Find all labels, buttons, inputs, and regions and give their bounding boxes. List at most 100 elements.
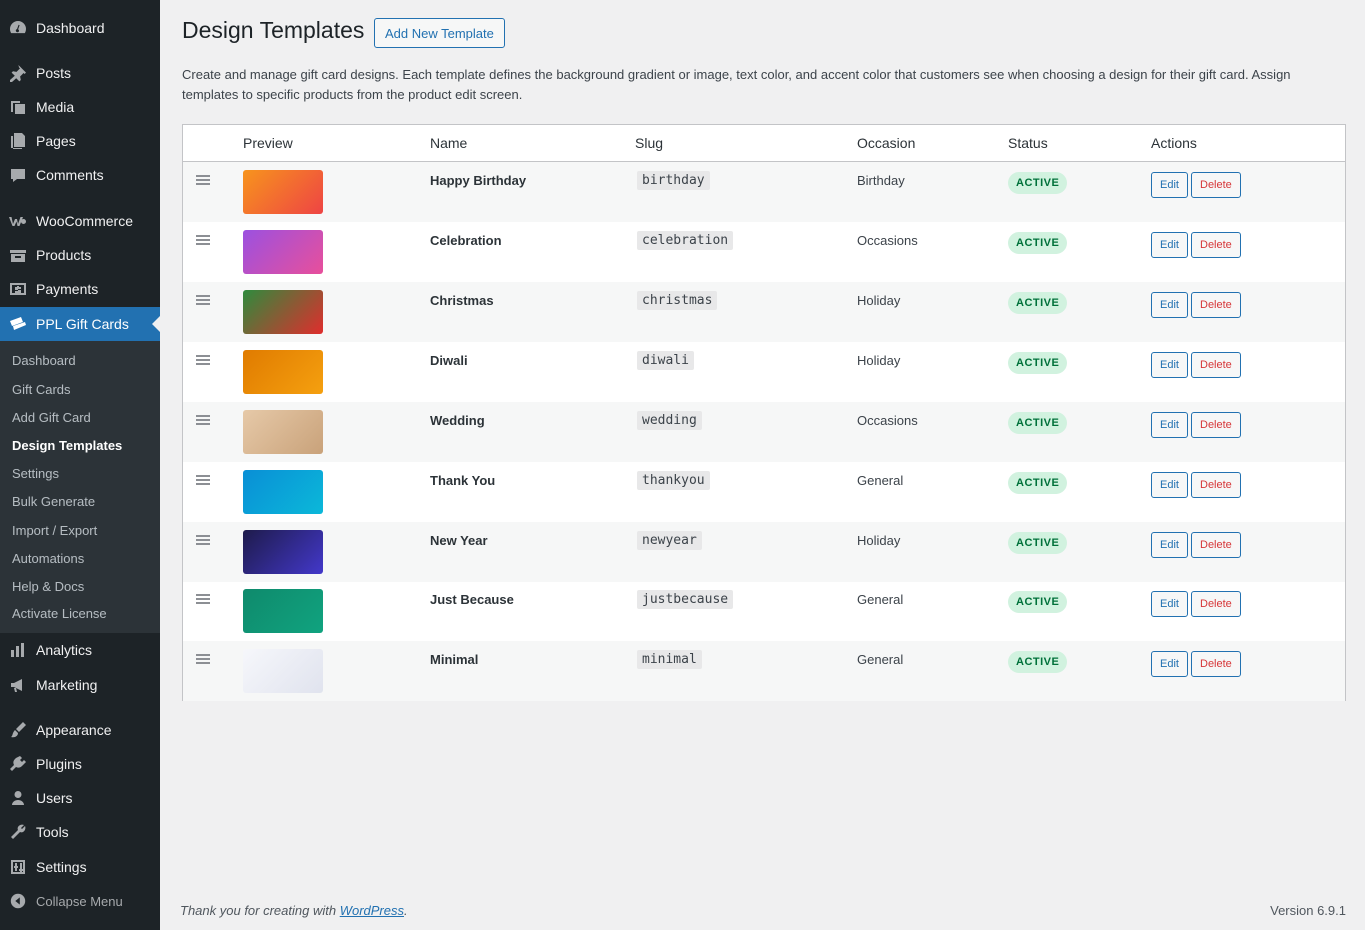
- submenu-dashboard[interactable]: Dashboard: [12, 353, 76, 368]
- edit-button[interactable]: Edit: [1151, 232, 1188, 258]
- submenu-activate-license[interactable]: Activate License: [12, 606, 107, 621]
- wordpress-link[interactable]: WordPress: [339, 903, 404, 918]
- drag-handle-icon[interactable]: [196, 654, 210, 664]
- woocommerce-icon: [0, 211, 36, 231]
- pages-icon: [0, 131, 36, 151]
- menu-item-posts[interactable]: Posts: [0, 56, 160, 90]
- collapse-label: Collapse Menu: [36, 893, 123, 909]
- template-slug: wedding: [637, 411, 702, 430]
- menu-item-pages[interactable]: Pages: [0, 124, 160, 158]
- menu-label: Plugins: [36, 756, 82, 772]
- collapse-menu-button[interactable]: Collapse Menu: [0, 886, 160, 916]
- menu-item-analytics[interactable]: Analytics: [0, 633, 160, 667]
- menu-item-ppl-gift-cards[interactable]: PPL Gift Cards: [0, 307, 160, 341]
- drag-handle-icon[interactable]: [196, 594, 210, 604]
- edit-button[interactable]: Edit: [1151, 532, 1188, 558]
- delete-button[interactable]: Delete: [1191, 292, 1241, 318]
- template-occasion: General: [857, 652, 904, 667]
- drag-handle-icon[interactable]: [196, 535, 210, 545]
- table-row: Minimal minimal General ACTIVE Edit Delete: [183, 641, 1345, 701]
- column-header-slug: Slug: [635, 135, 664, 151]
- menu-label: Media: [36, 99, 75, 115]
- template-name: New Year: [430, 533, 488, 548]
- menu-item-appearance[interactable]: Appearance: [0, 713, 160, 747]
- edit-button[interactable]: Edit: [1151, 352, 1188, 378]
- edit-button[interactable]: Edit: [1151, 172, 1188, 198]
- table-row: Diwali diwali Holiday ACTIVE Edit Delete: [183, 342, 1345, 402]
- template-preview-swatch: [243, 410, 323, 454]
- submenu-settings[interactable]: Settings: [12, 466, 59, 481]
- status-badge: ACTIVE: [1008, 412, 1068, 434]
- submenu-import-export[interactable]: Import / Export: [12, 523, 98, 538]
- template-slug: justbecause: [637, 590, 734, 609]
- menu-item-settings[interactable]: Settings: [0, 850, 160, 884]
- submenu-add-gift-card[interactable]: Add Gift Card: [12, 410, 91, 425]
- template-name: Thank You: [430, 473, 496, 488]
- template-name: Minimal: [430, 652, 479, 667]
- edit-button[interactable]: Edit: [1151, 651, 1188, 677]
- footer-credit: Thank you for creating with WordPress.: [180, 903, 408, 918]
- menu-label: Tools: [36, 824, 69, 840]
- drag-handle-icon[interactable]: [196, 175, 210, 185]
- template-slug: thankyou: [637, 471, 710, 490]
- menu-item-dashboard[interactable]: Dashboard: [0, 11, 160, 45]
- edit-button[interactable]: Edit: [1151, 472, 1188, 498]
- template-preview-swatch: [243, 589, 323, 633]
- drag-handle-icon[interactable]: [196, 475, 210, 485]
- submenu-design-templates[interactable]: Design Templates: [12, 438, 123, 453]
- page-title: Design Templates: [182, 17, 365, 43]
- gift-card-icon: [0, 314, 36, 334]
- menu-item-woocommerce[interactable]: WooCommerce: [0, 204, 160, 238]
- menu-item-marketing[interactable]: Marketing: [0, 668, 160, 702]
- menu-item-users[interactable]: Users: [0, 781, 160, 815]
- delete-button[interactable]: Delete: [1191, 591, 1241, 617]
- status-badge: ACTIVE: [1008, 651, 1068, 673]
- menu-label: PPL Gift Cards: [36, 316, 129, 332]
- menu-label: Settings: [36, 859, 87, 875]
- collapse-arrow-icon: [0, 892, 36, 910]
- template-slug: celebration: [637, 231, 734, 250]
- header-divider: [183, 161, 1345, 162]
- edit-button[interactable]: Edit: [1151, 292, 1188, 318]
- menu-item-tools[interactable]: Tools: [0, 815, 160, 849]
- drag-handle-icon[interactable]: [196, 235, 210, 245]
- template-name: Christmas: [430, 293, 494, 308]
- delete-button[interactable]: Delete: [1191, 232, 1241, 258]
- template-preview-swatch: [243, 290, 323, 334]
- pin-icon: [0, 63, 36, 83]
- template-preview-swatch: [243, 170, 323, 214]
- menu-item-payments[interactable]: Payments: [0, 272, 160, 306]
- template-preview-swatch: [243, 230, 323, 274]
- menu-label: Pages: [36, 133, 76, 149]
- admin-sidebar: Dashboard Posts Media Pages Comments Woo…: [0, 0, 160, 930]
- menu-item-plugins[interactable]: Plugins: [0, 747, 160, 781]
- add-new-template-button[interactable]: Add New Template: [374, 18, 505, 48]
- submenu-gift-cards[interactable]: Gift Cards: [12, 382, 71, 397]
- template-preview-swatch: [243, 530, 323, 574]
- submenu-bulk-generate[interactable]: Bulk Generate: [12, 494, 96, 509]
- delete-button[interactable]: Delete: [1191, 651, 1241, 677]
- edit-button[interactable]: Edit: [1151, 412, 1188, 438]
- delete-button[interactable]: Delete: [1191, 172, 1241, 198]
- edit-button[interactable]: Edit: [1151, 591, 1188, 617]
- template-name: Just Because: [430, 592, 514, 607]
- table-row: Happy Birthday birthday Birthday ACTIVE Edit…: [183, 162, 1345, 222]
- drag-handle-icon[interactable]: [196, 355, 210, 365]
- delete-button[interactable]: Delete: [1191, 532, 1241, 558]
- template-occasion: General: [857, 592, 904, 607]
- delete-button[interactable]: Delete: [1191, 412, 1241, 438]
- drag-handle-icon[interactable]: [196, 415, 210, 425]
- template-occasion: Holiday: [857, 533, 901, 548]
- status-badge: ACTIVE: [1008, 532, 1068, 554]
- delete-button[interactable]: Delete: [1191, 352, 1241, 378]
- menu-item-media[interactable]: Media: [0, 90, 160, 124]
- delete-button[interactable]: Delete: [1191, 472, 1241, 498]
- submenu-help-docs[interactable]: Help & Docs: [12, 579, 85, 594]
- menu-item-products[interactable]: Products: [0, 238, 160, 272]
- template-occasion: Holiday: [857, 293, 901, 308]
- menu-label: Users: [36, 790, 73, 806]
- menu-label: Payments: [36, 281, 99, 297]
- drag-handle-icon[interactable]: [196, 295, 210, 305]
- menu-item-comments[interactable]: Comments: [0, 158, 160, 192]
- submenu-automations[interactable]: Automations: [12, 551, 85, 566]
